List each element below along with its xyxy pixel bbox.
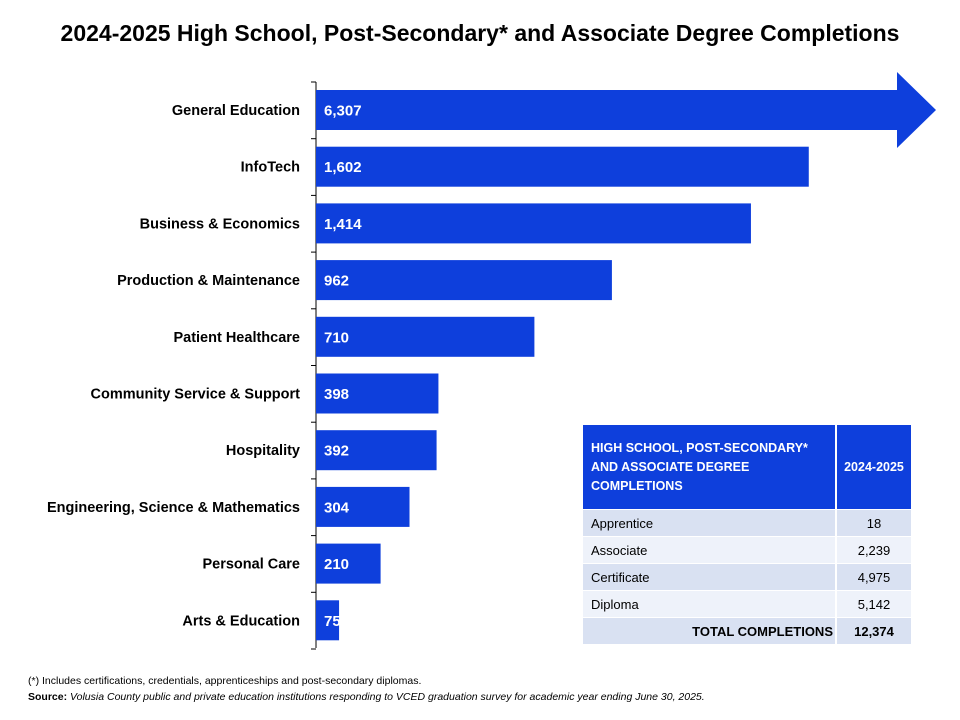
- category-label: Hospitality: [226, 443, 300, 459]
- category-label: Business & Economics: [140, 216, 300, 232]
- bar: [316, 430, 437, 471]
- table-total-label: TOTAL COMPLETIONS: [583, 617, 836, 644]
- table-row-value: 5,142: [835, 590, 911, 618]
- bar-value-label: 75: [324, 613, 341, 630]
- table-row: Certificate 4,975: [583, 563, 911, 591]
- footnote: (*) Includes certifications, credentials…: [28, 673, 928, 705]
- bar-value-label: 6,307: [324, 103, 362, 120]
- bar-value-label: 962: [324, 273, 349, 290]
- bar-arrow: [316, 72, 936, 148]
- bar: [316, 203, 751, 244]
- bar-chart: 6,307 General Education 1,602 InfoTech 1,414…: [47, 72, 936, 650]
- table-total-row: TOTAL COMPLETIONS 12,374: [583, 617, 911, 644]
- category-label: Engineering, Science & Mathematics: [47, 500, 300, 516]
- bar: [316, 316, 535, 357]
- bar: [316, 146, 809, 187]
- table-row-label: Diploma: [583, 590, 836, 618]
- category-label: InfoTech: [241, 160, 300, 176]
- table-row-label: Associate: [583, 536, 836, 564]
- bar-value-label: 304: [324, 499, 350, 516]
- bar-value-label: 392: [324, 443, 349, 460]
- source-text: Volusia County public and private educat…: [70, 691, 705, 703]
- bar: [316, 600, 340, 641]
- bar-value-label: 398: [324, 386, 349, 403]
- category-label: Patient Healthcare: [173, 330, 300, 346]
- bar: [316, 486, 410, 527]
- table-row-label: Apprentice: [583, 509, 836, 537]
- bar: [316, 260, 612, 301]
- source-label: Source:: [28, 691, 68, 703]
- chart-title: 2024-2025 High School, Post-Secondary* a…: [60, 20, 900, 46]
- source-line: Source: Volusia County public and privat…: [28, 689, 928, 705]
- table-header: HIGH SCHOOL, POST-SECONDARY* AND ASSOCIA…: [583, 425, 836, 510]
- category-label: General Education: [172, 103, 300, 119]
- category-label: Arts & Education: [182, 613, 300, 629]
- bar: [316, 543, 381, 584]
- completions-table: HIGH SCHOOL, POST-SECONDARY* AND ASSOCIA…: [583, 425, 911, 644]
- table-row-value: 4,975: [835, 563, 911, 591]
- table-row: Associate 2,239: [583, 536, 911, 564]
- asterisk-note: (*) Includes certifications, credentials…: [28, 675, 422, 687]
- bar-value-label: 210: [324, 556, 349, 573]
- table-row-value: 18: [835, 509, 911, 537]
- table-row-value: 2,239: [835, 536, 911, 564]
- table-row-label: Certificate: [583, 563, 836, 591]
- bar: [316, 373, 439, 414]
- category-label: Production & Maintenance: [117, 273, 300, 289]
- bar-value-label: 1,414: [324, 216, 362, 233]
- table-row: Diploma 5,142: [583, 590, 911, 618]
- table-year-header: 2024-2025: [835, 425, 911, 510]
- category-label: Personal Care: [202, 557, 300, 573]
- table-total-value: 12,374: [835, 617, 911, 644]
- table-row: Apprentice 18: [583, 509, 911, 537]
- bar-value-label: 1,602: [324, 159, 362, 176]
- category-label: Community Service & Support: [91, 387, 301, 403]
- bar-value-label: 710: [324, 329, 349, 346]
